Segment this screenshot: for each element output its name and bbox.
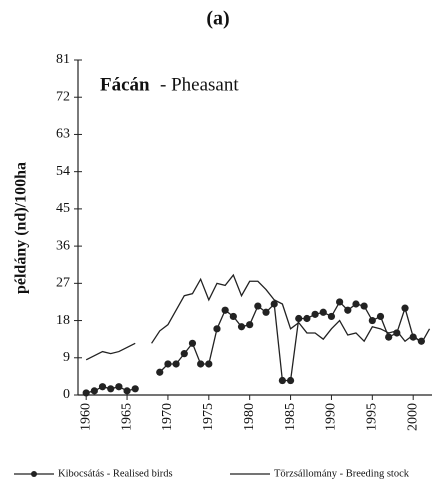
inset-subtitle: - Pheasant (160, 74, 239, 95)
series-marker (98, 383, 107, 391)
y-tick-label: 27 (56, 276, 70, 291)
series-marker (229, 312, 237, 321)
y-tick-label: 45 (56, 201, 70, 216)
series-marker (180, 350, 188, 358)
inset-title: Fácán (100, 74, 150, 95)
series-marker (90, 387, 98, 395)
series-marker (213, 325, 221, 333)
chart-title: (a) (206, 8, 229, 30)
series-marker (270, 300, 278, 308)
legend-label: Kibocsátás - Realised birds (58, 468, 173, 479)
legend-marker (31, 471, 37, 477)
x-tick-label: 1975 (201, 403, 216, 431)
series-line (151, 273, 431, 345)
series-marker (197, 360, 205, 368)
series-marker (311, 310, 319, 318)
y-tick-label: 9 (63, 350, 70, 365)
y-tick-label: 0 (63, 387, 70, 402)
series-marker (336, 298, 344, 306)
series-marker (156, 368, 164, 376)
series-marker (123, 387, 131, 395)
series-marker (376, 312, 385, 321)
series-marker (246, 321, 254, 329)
series-marker (115, 383, 123, 391)
series-marker (286, 376, 295, 385)
x-tick-label: 1960 (78, 403, 93, 431)
y-tick-label: 81 (56, 52, 70, 67)
x-tick-label: 1985 (283, 403, 298, 431)
series-marker (327, 312, 336, 321)
series-marker (254, 302, 262, 310)
y-tick-label: 72 (56, 89, 70, 104)
series-marker (352, 300, 360, 308)
y-tick-label: 18 (56, 313, 70, 328)
y-tick-label: 63 (56, 127, 70, 142)
series-marker (344, 306, 352, 314)
series-marker (262, 308, 270, 316)
y-tick-label: 36 (56, 238, 70, 253)
series-marker (172, 360, 180, 368)
series-marker (295, 314, 303, 323)
series-marker (385, 333, 393, 341)
series-marker (303, 314, 311, 323)
series-marker (188, 339, 197, 347)
x-tick-label: 1990 (324, 403, 339, 431)
series-marker (131, 385, 139, 393)
legend-label: Törzsállomány - Breeding stock (274, 468, 410, 479)
series-marker (82, 389, 90, 397)
series-marker (107, 385, 115, 393)
series-marker (360, 302, 368, 310)
x-tick-label: 1980 (242, 403, 257, 431)
y-tick-label: 54 (56, 164, 70, 179)
series-marker (278, 376, 286, 385)
x-tick-label: 1965 (119, 403, 134, 431)
series-marker (319, 308, 327, 316)
series-marker (205, 360, 213, 368)
series-marker (368, 316, 376, 325)
y-axis-label: példány (nd)/100ha (13, 162, 30, 294)
series-marker (401, 304, 409, 312)
series-marker (409, 333, 417, 341)
x-tick-label: 1995 (365, 403, 380, 431)
x-tick-label: 1970 (160, 403, 175, 431)
series-marker (237, 323, 246, 331)
x-tick-label: 2000 (405, 403, 420, 431)
series-marker (164, 360, 172, 368)
series-marker (221, 306, 229, 314)
series-line (85, 342, 136, 361)
